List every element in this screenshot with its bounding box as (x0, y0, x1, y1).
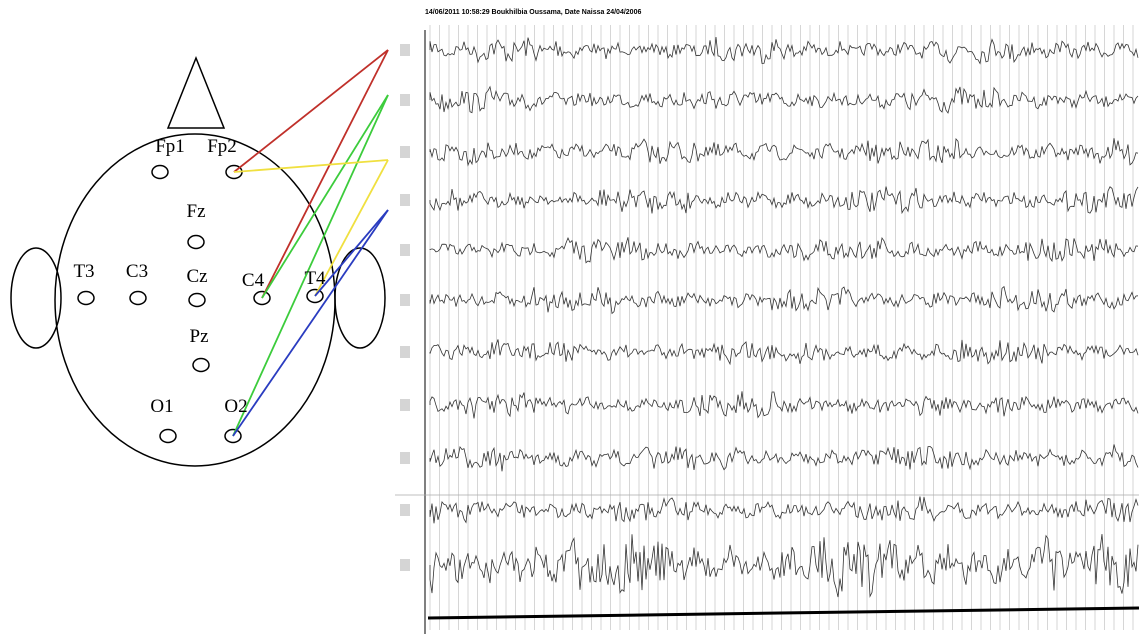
link (232, 94, 389, 437)
electrode-label: C3 (126, 261, 148, 282)
link (261, 94, 389, 299)
electrode-label: Cz (186, 266, 207, 287)
eeg-trace (429, 496, 1139, 524)
electrode (224, 428, 242, 444)
electrode-label: O2 (224, 396, 247, 417)
nose (166, 55, 226, 129)
electrode-label: C4 (242, 270, 265, 291)
electrode-label: Fp2 (207, 136, 237, 157)
electrode (77, 290, 95, 306)
electrode-label: Fp1 (155, 136, 185, 157)
channel-label (400, 294, 410, 306)
eeg-trace (429, 236, 1139, 264)
electrode (306, 288, 324, 304)
channel-label (400, 399, 410, 411)
channel-label (400, 194, 410, 206)
channel-label (400, 559, 410, 571)
electrode-label: T3 (73, 261, 94, 282)
eeg-trace (429, 85, 1139, 114)
head-diagram (10, 55, 386, 467)
head-outline (54, 133, 336, 467)
link (314, 159, 389, 297)
electrode-label: O1 (150, 396, 173, 417)
electrode-label: Pz (190, 326, 209, 347)
eeg-trace (429, 138, 1139, 167)
link (232, 209, 389, 437)
eeg-trace (429, 391, 1139, 419)
eeg-trace (429, 186, 1139, 215)
eeg-trace (429, 285, 1139, 315)
channel-label (400, 94, 410, 106)
channel-label (400, 346, 410, 358)
electrode (253, 290, 271, 306)
recording-header: 14/06/2011 10:58:29 Boukhilbia Oussama, … (425, 9, 641, 16)
link (233, 159, 389, 173)
right-ear (334, 247, 386, 349)
left-ear (10, 247, 62, 349)
channel-label (400, 452, 410, 464)
eeg-trace (429, 339, 1139, 366)
eeg-trace (429, 444, 1139, 472)
electrode (187, 234, 205, 250)
channel-label (400, 146, 410, 158)
electrode-label: T4 (304, 268, 326, 289)
eeg-trace (429, 534, 1139, 598)
montage-lines (232, 49, 389, 437)
electrode (192, 357, 210, 373)
eeg-trace (429, 37, 1139, 65)
link (314, 209, 389, 297)
electrode (129, 290, 147, 306)
electrode-label: Fz (187, 201, 206, 222)
electrode (151, 164, 169, 180)
channel-label (400, 244, 410, 256)
link (261, 49, 389, 299)
channel-label (400, 504, 410, 516)
electrode (159, 428, 177, 444)
bottom-trace (427, 606, 1139, 620)
eeg-panel (395, 25, 1139, 634)
electrode (188, 292, 206, 308)
link (233, 49, 389, 173)
channel-label (400, 44, 410, 56)
